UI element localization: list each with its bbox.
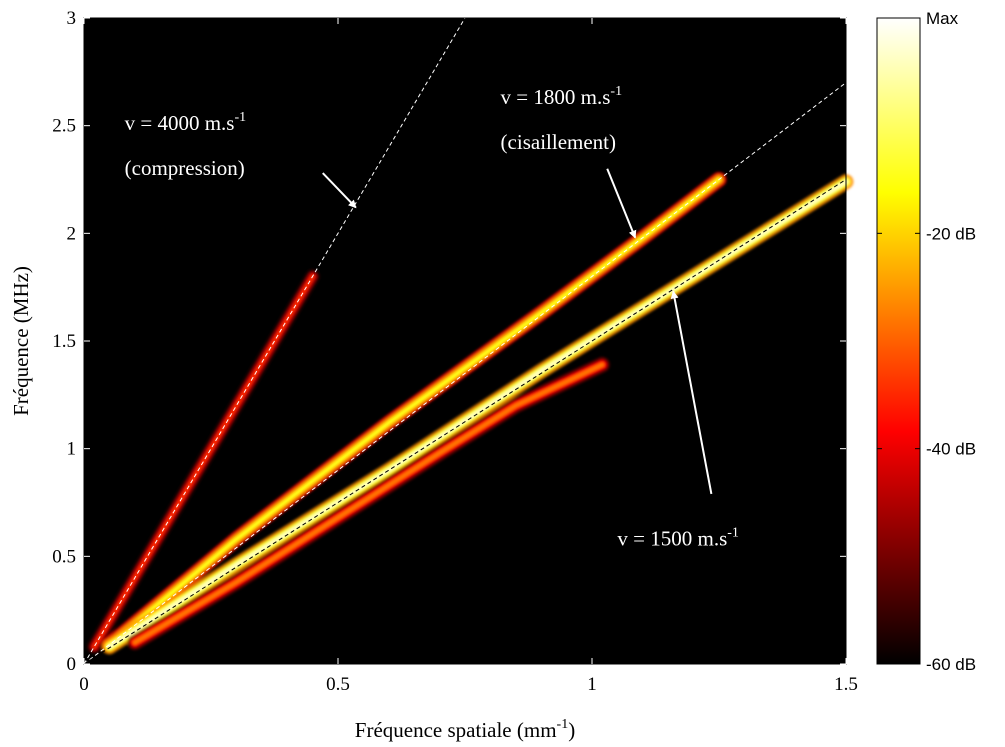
y-tick-label: 2.5 bbox=[52, 116, 76, 137]
y-tick-label: 0 bbox=[67, 654, 77, 675]
colorbar-tick-label: -20 dB bbox=[926, 224, 976, 243]
y-axis-label: Fréquence (MHz) bbox=[9, 266, 33, 416]
x-tick-label: 1.5 bbox=[834, 674, 858, 695]
reference-line-1500 bbox=[83, 179, 847, 665]
y-axis: 0 0.5 1 1.5 2 2.5 3 bbox=[52, 8, 846, 675]
x-axis-label: Fréquence spatiale (mm-1) bbox=[355, 717, 575, 742]
annotation-mode-label: (cisaillement) bbox=[501, 130, 616, 154]
annotation-velocity-label: v = 1800 m.s-1 bbox=[501, 84, 623, 109]
y-tick-label: 3 bbox=[67, 8, 77, 29]
x-tick-label: 0 bbox=[79, 674, 89, 695]
annotation-arrow bbox=[606, 168, 637, 239]
reference-lines bbox=[83, 17, 847, 665]
x-tick-label: 0.5 bbox=[326, 674, 350, 695]
branch-branche-inferieure bbox=[127, 357, 610, 650]
y-tick-label: 2 bbox=[67, 223, 77, 244]
colorbar-tick-label: -60 dB bbox=[926, 655, 976, 674]
y-tick-label: 0.5 bbox=[52, 546, 76, 567]
annotation-arrow bbox=[322, 172, 357, 209]
annotation-2: v = 1800 m.s-1 (cisaillement) bbox=[501, 84, 637, 239]
branch-cisaillement bbox=[101, 172, 727, 653]
annotation-velocity-label: v = 4000 m.s-1 bbox=[125, 110, 247, 135]
annotation-3: v = 1500 m.s-1 bbox=[617, 290, 739, 551]
annotation-velocity-label: v = 1500 m.s-1 bbox=[617, 526, 739, 551]
annotation-mode-label: (compression) bbox=[125, 156, 245, 180]
x-axis: 0 0.5 1 1.5 bbox=[79, 18, 858, 695]
annotations: v = 4000 m.s-1 (compression) v = 1800 m.s-… bbox=[125, 84, 739, 550]
annotation-1: v = 4000 m.s-1 (compression) bbox=[125, 110, 357, 209]
y-tick-label: 1.5 bbox=[52, 331, 76, 352]
colorbar-gradient bbox=[876, 17, 921, 665]
annotation-arrow bbox=[670, 290, 713, 495]
colorbar-tick-label: Max bbox=[926, 9, 959, 28]
reference-line-4000 bbox=[83, 17, 466, 665]
x-tick-label: 1 bbox=[587, 674, 597, 695]
colorbar-tick-label: -40 dB bbox=[926, 440, 976, 459]
colorbar: Max -20 dB -40 dB -60 dB bbox=[876, 9, 976, 674]
reference-line-1800 bbox=[83, 82, 847, 665]
y-tick-label: 1 bbox=[67, 439, 77, 460]
